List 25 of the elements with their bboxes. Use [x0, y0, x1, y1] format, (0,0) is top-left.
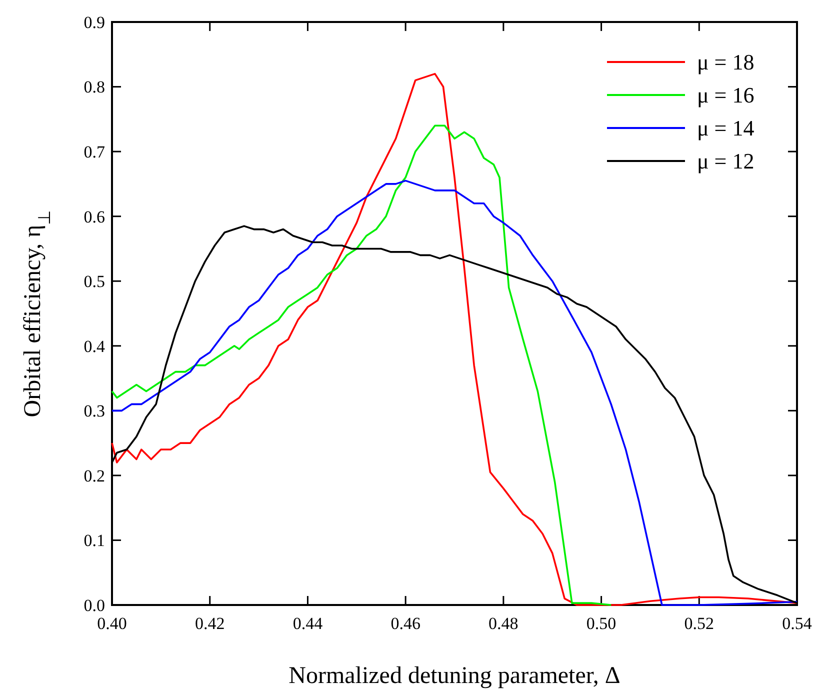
y-tick-label: 0.3 — [84, 402, 105, 421]
y-tick-label: 0.8 — [84, 78, 105, 97]
y-tick-label: 0.1 — [84, 531, 105, 550]
y-tick-label: 0.9 — [84, 12, 105, 32]
x-tick-label: 0.52 — [684, 614, 714, 633]
legend-label: μ = 14 — [697, 116, 754, 141]
legend-label: μ = 12 — [697, 148, 754, 174]
legend-label: μ = 16 — [697, 82, 754, 108]
x-tick-label: 0.54 — [782, 614, 812, 633]
x-tick-label: 0.44 — [292, 614, 324, 633]
y-tick-label: 0.0 — [84, 596, 105, 615]
line-series — [111, 124, 612, 606]
x-tick-label: 0.40 — [97, 614, 127, 633]
legend-label: μ = 18 — [697, 50, 754, 75]
y-tick-label: 0.5 — [84, 272, 105, 292]
x-tick-label: 0.50 — [586, 614, 616, 633]
line-series — [111, 72, 798, 606]
x-tick-label: 0.48 — [488, 614, 518, 633]
x-tick-label: 0.42 — [194, 614, 225, 633]
y-tick-label: 0.4 — [84, 336, 106, 356]
y-tick-label: 0.2 — [84, 466, 105, 486]
y-tick-label: 0.7 — [84, 142, 106, 162]
x-tick-label: 0.46 — [390, 614, 420, 633]
x-axis-title: Normalized detuning parameter, Δ — [288, 663, 620, 689]
y-tick-label: 0.6 — [84, 207, 105, 226]
